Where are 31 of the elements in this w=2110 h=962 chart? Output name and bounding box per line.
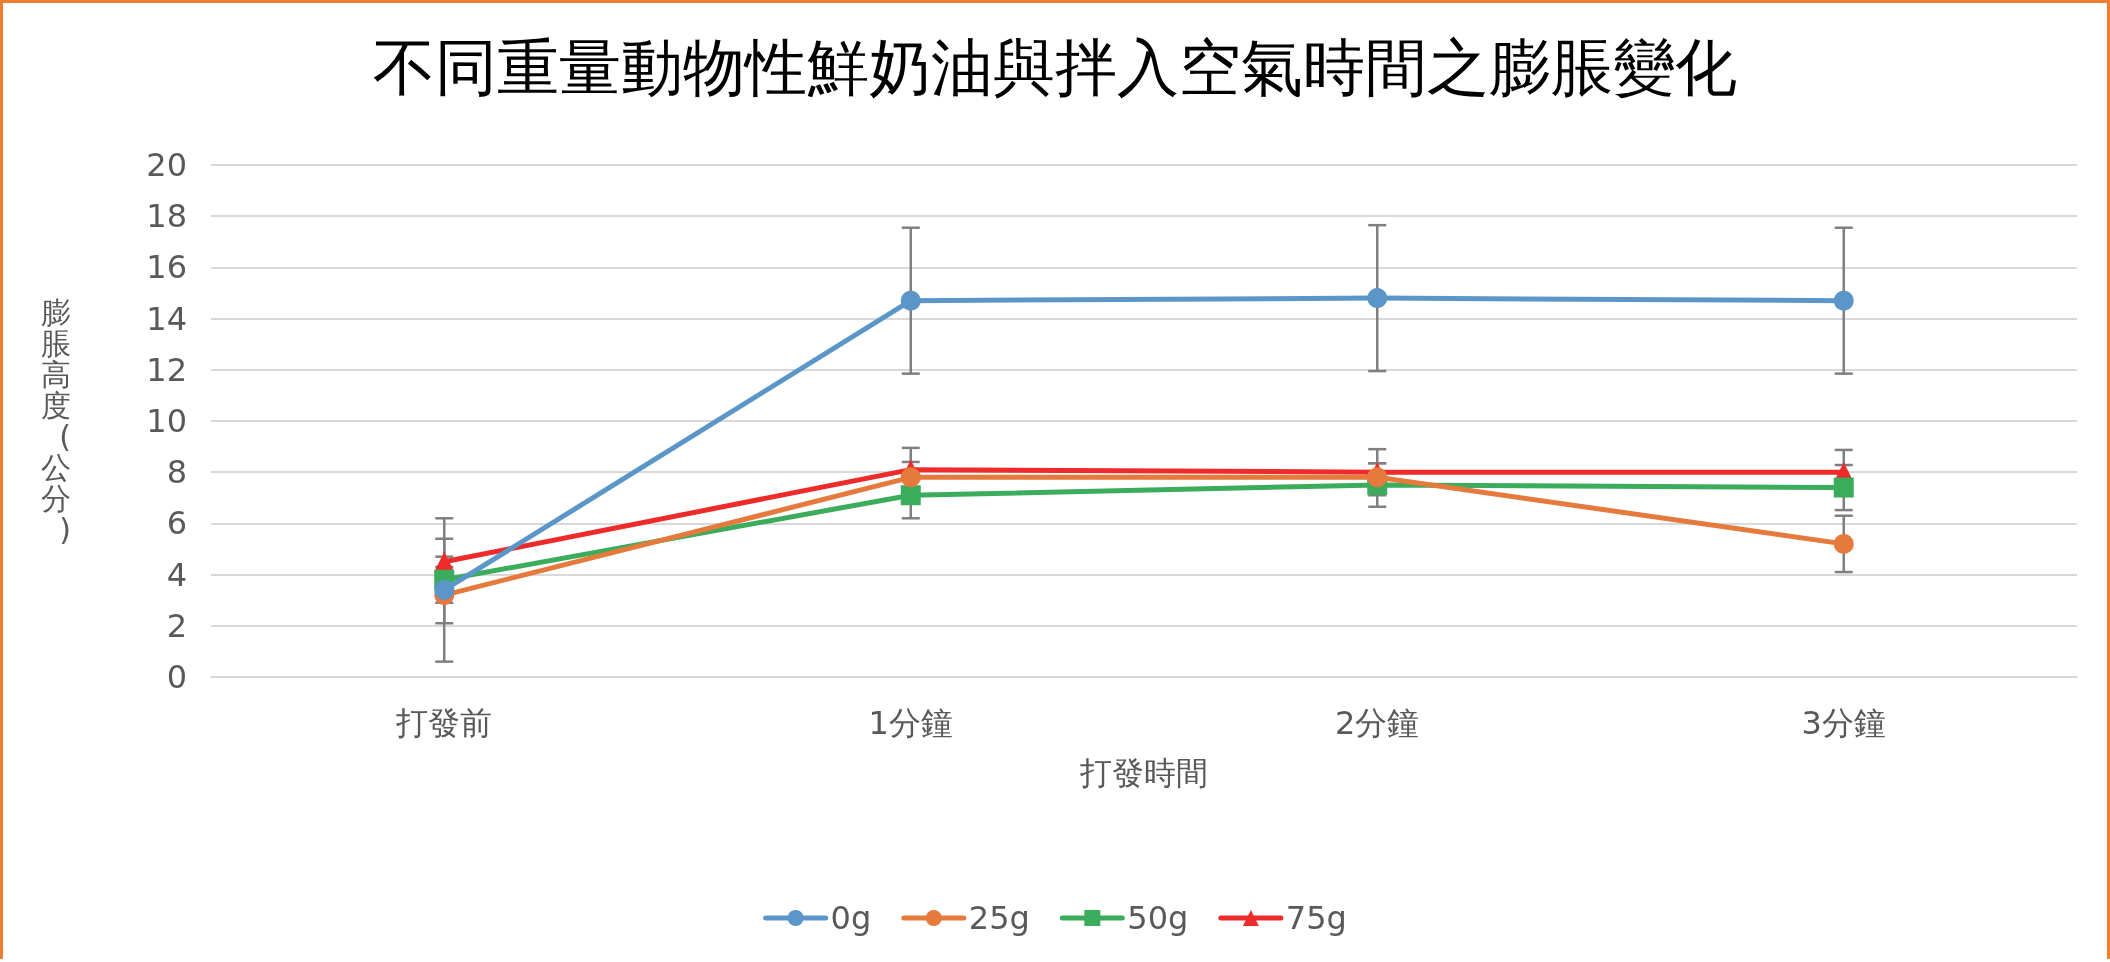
legend-label: 50g bbox=[1127, 899, 1189, 937]
chart-title: 不同重量動物性鮮奶油與拌入空氣時間之膨脹變化 bbox=[373, 30, 1737, 104]
y-tick-label: 14 bbox=[146, 299, 187, 338]
y-tick-label: 4 bbox=[166, 555, 187, 594]
point bbox=[1367, 467, 1388, 488]
point bbox=[1367, 288, 1388, 309]
point bbox=[900, 467, 921, 488]
legend-label: 75g bbox=[1285, 899, 1347, 937]
y-tick-label: 16 bbox=[146, 248, 187, 287]
point bbox=[1833, 477, 1854, 498]
point bbox=[1833, 290, 1854, 311]
y-axis-title: 膨脹高度(公分) bbox=[41, 295, 71, 547]
y-tick-label: 6 bbox=[166, 504, 187, 543]
y-tick-label: 8 bbox=[166, 453, 187, 492]
legend-label: 25g bbox=[968, 899, 1030, 937]
point bbox=[900, 290, 921, 311]
x-tick-label: 打發前 bbox=[395, 704, 493, 742]
y-tick-label: 18 bbox=[146, 197, 187, 236]
y-tick-label: 0 bbox=[166, 658, 187, 696]
y-tick-label: 2 bbox=[166, 606, 187, 645]
y-tick-label: 20 bbox=[146, 146, 187, 184]
point bbox=[900, 485, 921, 506]
x-tick-label: 1分鐘 bbox=[868, 704, 953, 742]
x-tick-label: 3分鐘 bbox=[1801, 704, 1886, 742]
legend-label: 0g bbox=[830, 899, 872, 937]
point bbox=[434, 579, 455, 600]
point bbox=[1833, 533, 1854, 554]
y-tick-label: 12 bbox=[146, 350, 187, 389]
x-tick-label: 2分鐘 bbox=[1335, 704, 1420, 742]
y-tick-label: 10 bbox=[146, 402, 187, 440]
x-axis-title: 打發時間 bbox=[1079, 754, 1208, 792]
